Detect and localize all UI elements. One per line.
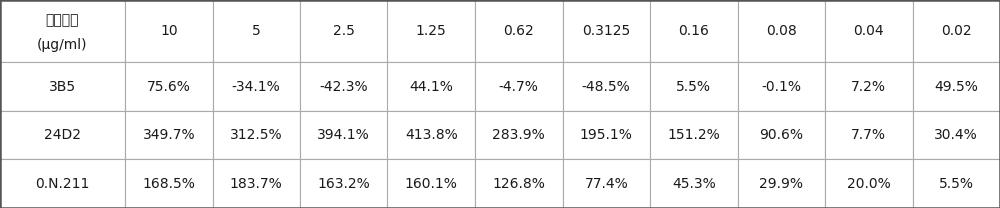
Bar [300,111,388,160]
Bar [738,111,825,160]
Text: 7.2%: 7.2% [851,80,886,94]
Bar [125,0,212,62]
Bar [650,62,738,111]
Bar [562,111,650,160]
Text: 0.16: 0.16 [678,24,709,38]
Text: 5.5%: 5.5% [676,80,711,94]
Text: 抗体浓度: 抗体浓度 [46,13,79,27]
Text: 0.N.211: 0.N.211 [35,177,90,191]
Text: -42.3%: -42.3% [319,80,368,94]
Bar [0,111,125,160]
Bar [825,160,913,208]
Bar [387,62,475,111]
Bar [913,111,1000,160]
Bar [825,62,913,111]
Bar [300,160,388,208]
Bar [738,62,825,111]
Text: 20.0%: 20.0% [847,177,891,191]
Text: 30.4%: 30.4% [934,128,978,142]
Text: 0.04: 0.04 [853,24,884,38]
Bar [913,0,1000,62]
Text: 5.5%: 5.5% [939,177,974,191]
Bar [475,111,562,160]
Text: 312.5%: 312.5% [230,128,283,142]
Bar [562,62,650,111]
Bar [212,62,300,111]
Bar [913,160,1000,208]
Bar [562,160,650,208]
Text: 160.1%: 160.1% [405,177,458,191]
Text: (μg/ml): (μg/ml) [37,38,88,52]
Text: 3B5: 3B5 [49,80,76,94]
Text: 2.5: 2.5 [333,24,355,38]
Text: 7.7%: 7.7% [851,128,886,142]
Bar [300,62,388,111]
Text: 394.1%: 394.1% [317,128,370,142]
Text: 0.62: 0.62 [503,24,534,38]
Text: 349.7%: 349.7% [142,128,195,142]
Text: 5: 5 [252,24,261,38]
Text: 151.2%: 151.2% [667,128,720,142]
Text: 195.1%: 195.1% [580,128,633,142]
Bar [913,62,1000,111]
Bar [650,160,738,208]
Text: 90.6%: 90.6% [759,128,803,142]
Bar [125,111,212,160]
Text: 1.25: 1.25 [416,24,447,38]
Text: 75.6%: 75.6% [147,80,191,94]
Text: -34.1%: -34.1% [232,80,281,94]
Text: 0.08: 0.08 [766,24,797,38]
Text: 283.9%: 283.9% [492,128,545,142]
Bar [0,160,125,208]
Text: 29.9%: 29.9% [759,177,803,191]
Bar [387,0,475,62]
Text: -48.5%: -48.5% [582,80,631,94]
Bar [738,0,825,62]
Text: 49.5%: 49.5% [934,80,978,94]
Bar [125,62,212,111]
Text: 0.02: 0.02 [941,24,972,38]
Text: 413.8%: 413.8% [405,128,458,142]
Text: 10: 10 [160,24,178,38]
Text: 45.3%: 45.3% [672,177,716,191]
Text: 183.7%: 183.7% [230,177,283,191]
Bar [650,111,738,160]
Bar [562,0,650,62]
Text: 44.1%: 44.1% [409,80,453,94]
Bar [475,160,562,208]
Bar [125,160,212,208]
Bar [738,160,825,208]
Bar [387,160,475,208]
Text: -4.7%: -4.7% [499,80,539,94]
Text: 126.8%: 126.8% [492,177,545,191]
Bar [475,0,562,62]
Bar [650,0,738,62]
Bar [0,62,125,111]
Text: 24D2: 24D2 [44,128,81,142]
Bar [387,111,475,160]
Text: 0.3125: 0.3125 [582,24,630,38]
Bar [0,0,125,62]
Bar [825,0,913,62]
Bar [475,62,562,111]
Text: 163.2%: 163.2% [317,177,370,191]
Bar [212,0,300,62]
Bar [212,160,300,208]
Bar [300,0,388,62]
Text: -0.1%: -0.1% [761,80,801,94]
Text: 168.5%: 168.5% [142,177,195,191]
Text: 77.4%: 77.4% [584,177,628,191]
Bar [212,111,300,160]
Bar [825,111,913,160]
